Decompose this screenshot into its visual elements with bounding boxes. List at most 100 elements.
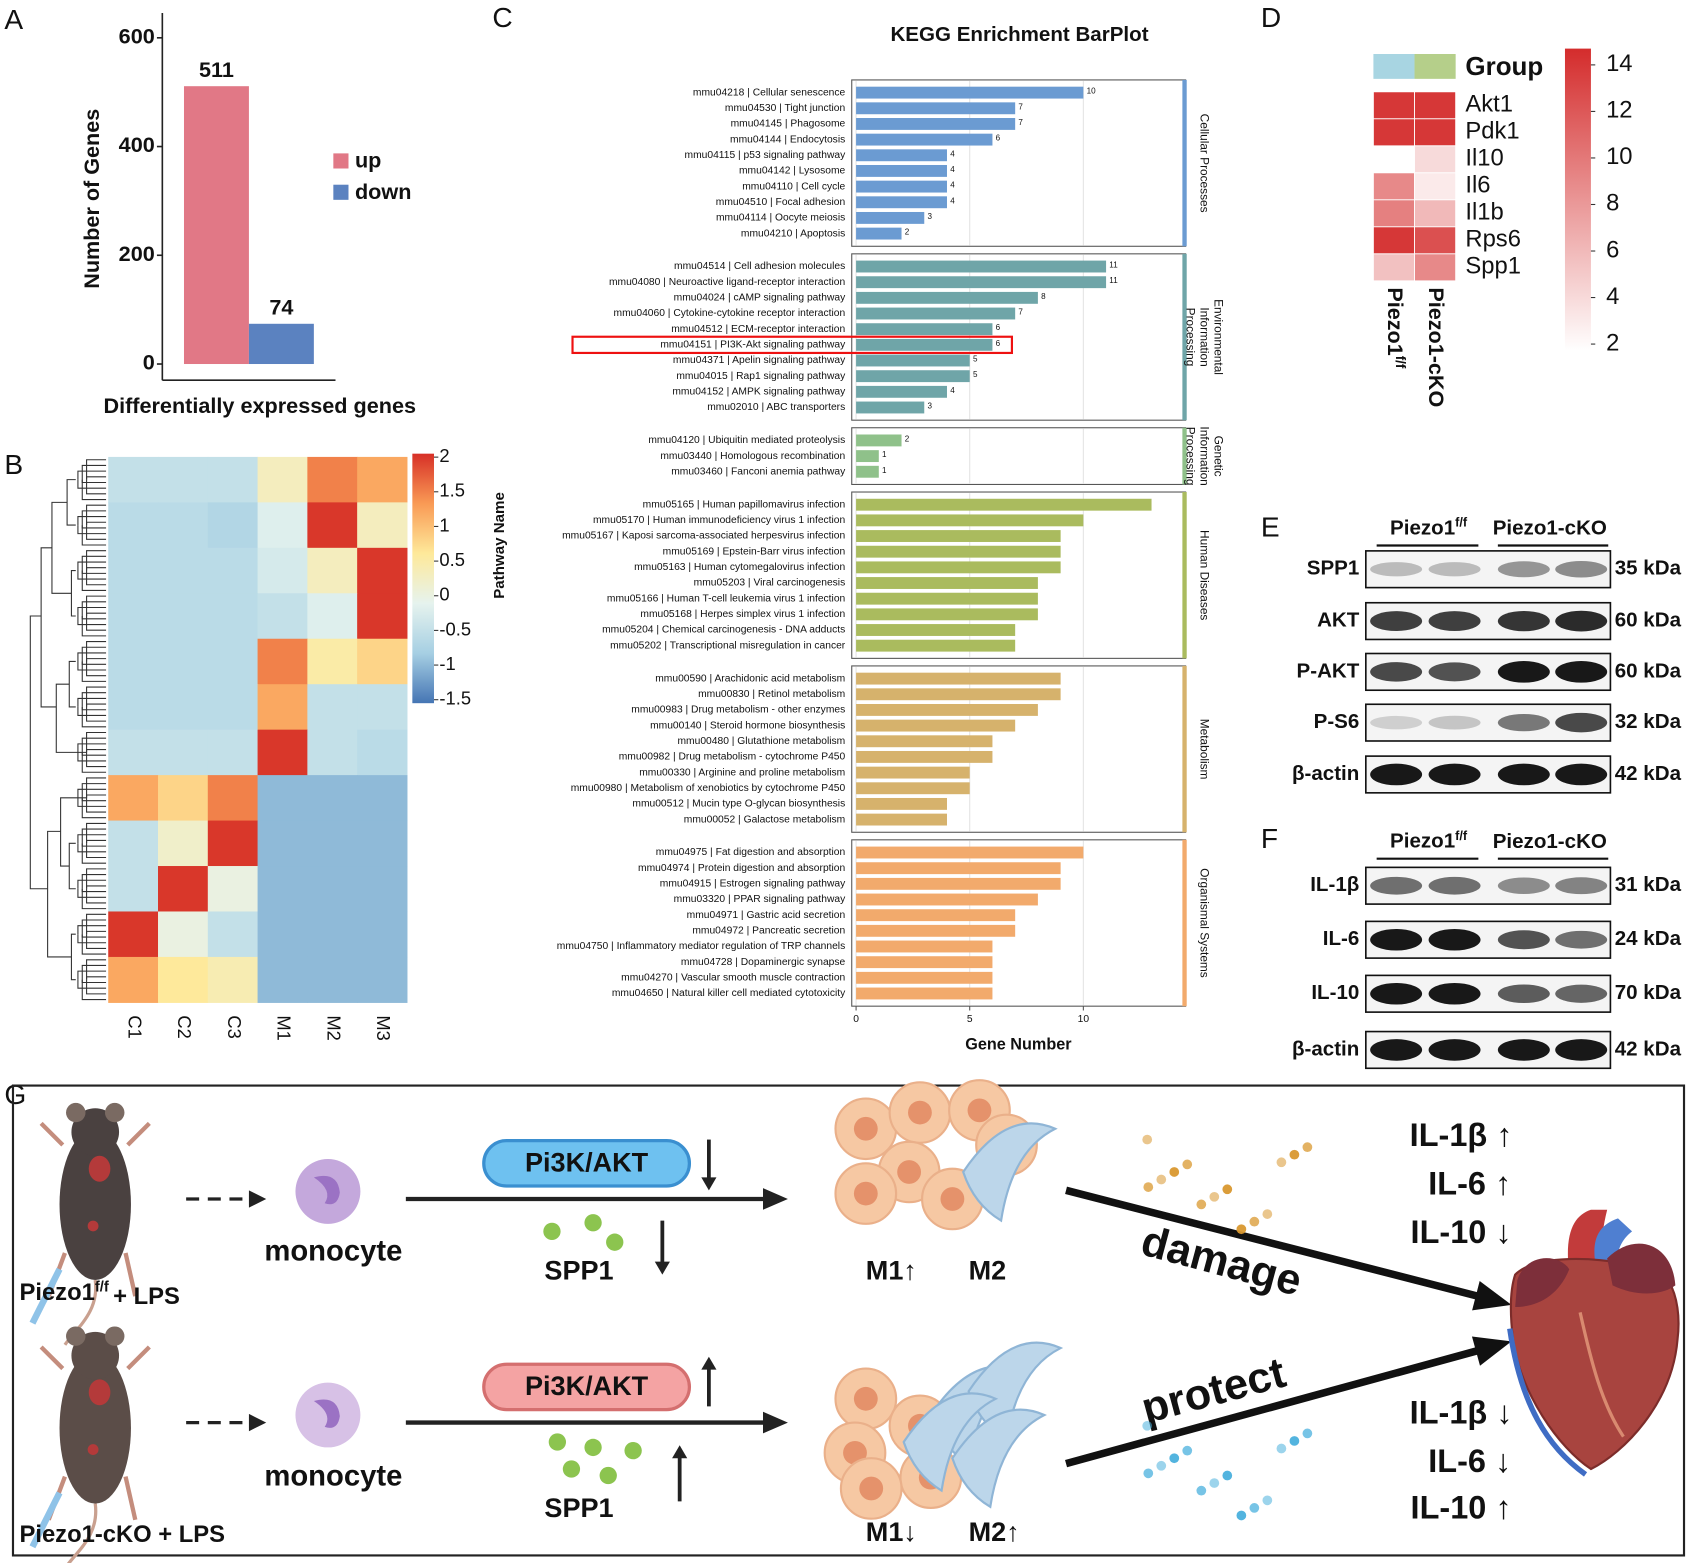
heatmap-cell (257, 956, 308, 1003)
category-label: mmu04974 | Protein digestion and absorpt… (638, 863, 845, 874)
m2-label: M2↑ (969, 1517, 1020, 1547)
bar (856, 577, 1038, 589)
macrophage-nucleus (940, 1187, 965, 1211)
data-label: 3 (928, 402, 933, 411)
arrow-head (1472, 1281, 1512, 1311)
bar (856, 608, 1038, 621)
dendrogram-branch (86, 748, 107, 753)
dendrogram-branch (77, 843, 107, 853)
y-axis-label: Pathway Name (491, 492, 508, 599)
dendrogram-branch (81, 601, 107, 617)
heatmap-cell (257, 502, 308, 549)
bar (856, 323, 993, 336)
bar (856, 688, 1061, 701)
pathway-pill (482, 1139, 692, 1188)
row-label: Spp1 (1465, 253, 1521, 280)
blot-band (1555, 877, 1608, 895)
blot-band (1428, 715, 1481, 730)
category-label: mmu02010 | ABC transporters (707, 402, 845, 413)
heatmap-cell (108, 638, 159, 685)
heatmap-cell (357, 820, 408, 867)
bar (856, 797, 947, 810)
dendrogram-branch (66, 479, 76, 526)
heatmap-cell (357, 866, 408, 913)
colorbar (1564, 48, 1591, 352)
heatmap-cell (1372, 118, 1415, 147)
blot-band (1497, 1039, 1550, 1061)
legend-label: down (355, 179, 411, 204)
dendrogram-branch (86, 706, 107, 722)
group-strip (1182, 427, 1187, 485)
heatmap-cell (257, 911, 308, 958)
schematic-frame (11, 1084, 1686, 1557)
bar (856, 276, 1107, 289)
data-label: 6 (996, 323, 1001, 332)
group-label-line: Information (1197, 426, 1211, 485)
bar (856, 149, 947, 162)
heatmap-cell (307, 866, 358, 913)
bar (856, 735, 993, 748)
dendrogram-branch (81, 888, 107, 910)
cytokine-particle (1209, 1478, 1220, 1488)
panel-letter: D (1261, 2, 1281, 33)
dendrogram-branch (77, 925, 107, 935)
heatmap-cell (257, 593, 308, 640)
heatmap-cell (207, 638, 259, 685)
category-label: mmu04110 | Cell cycle (742, 181, 845, 192)
column-label-text: Piezo1-cKO (1424, 287, 1449, 407)
bar (248, 323, 314, 365)
group-header: Piezo1-cKO (1493, 830, 1607, 853)
dendrogram-branch (77, 661, 107, 671)
heatmap-cell (307, 684, 358, 731)
bar (856, 354, 970, 367)
dendrogram-branch (70, 570, 76, 617)
heatmap-cell (158, 684, 209, 731)
group-panel (851, 427, 1187, 485)
cytokine-particle (1182, 1445, 1193, 1456)
data-label: 7 (1018, 308, 1023, 317)
mouse-limbs (39, 1345, 151, 1521)
dendrogram-branch (81, 752, 107, 773)
heatmap-cell (158, 502, 209, 549)
group-header: Piezo1-cKO (1493, 517, 1607, 540)
bar (856, 639, 1016, 652)
heatmap-cell (207, 729, 259, 776)
group-header-sup: f/f (1455, 828, 1468, 843)
data-label: 11 (1109, 261, 1118, 270)
dendrogram-branch (47, 830, 72, 958)
dendrogram-branch (86, 797, 107, 813)
blot-band (1497, 713, 1550, 732)
column-label: C1 (124, 1015, 145, 1038)
bar (856, 196, 947, 209)
heatmap-cell (357, 956, 408, 1003)
heatmap-cell (1414, 145, 1457, 174)
dendrogram-branch (86, 777, 107, 798)
data-label: 7 (1018, 102, 1023, 111)
dendrogram-branch (68, 660, 76, 708)
mouse-head (71, 1108, 120, 1156)
bar (856, 434, 902, 447)
blot-band (1555, 661, 1608, 683)
dendrogram-branch (77, 606, 107, 617)
bar (856, 291, 1038, 304)
column-label-sup: f/f (1393, 356, 1408, 369)
mouse-head (71, 1331, 120, 1380)
category-label: mmu04972 | Pancreatic secretion (692, 926, 845, 937)
dendrogram-branch (86, 616, 107, 631)
cytokine-particle (1196, 1199, 1207, 1210)
category-label: mmu00983 | Drug metabolism - other enzym… (631, 705, 845, 716)
group-label-line: Organismal Systems (1197, 868, 1211, 977)
heatmap-cell (1414, 91, 1457, 120)
spp1-particle (548, 1433, 567, 1451)
legend-label: up (355, 148, 381, 173)
data-label: 4 (950, 165, 955, 174)
blot-band (1428, 1039, 1481, 1061)
macrophage-nucleus (853, 1116, 878, 1141)
row-label: Il6 (1465, 172, 1490, 199)
cytokine-particle (1196, 1485, 1207, 1496)
dendrogram-branch (77, 525, 107, 535)
heatmap-cell (357, 729, 408, 776)
dendrogram-branch (86, 476, 107, 480)
bar (856, 592, 1038, 605)
heatmap-cell (207, 593, 259, 640)
